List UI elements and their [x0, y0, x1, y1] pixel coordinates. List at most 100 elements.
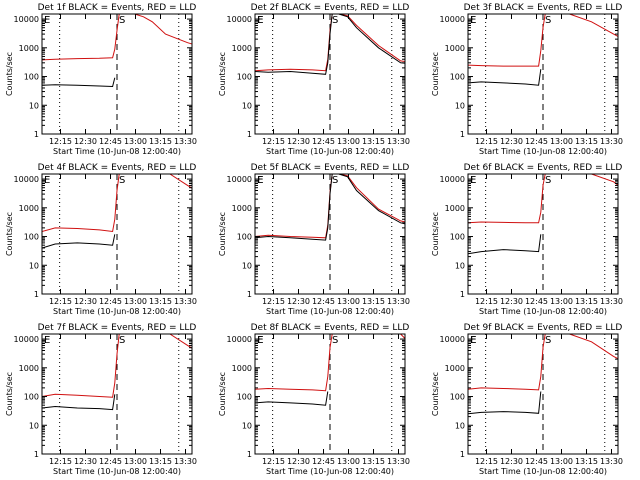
- marker-start: E: [470, 15, 476, 26]
- panel-6: Det 6f BLACK = Events, RED = LLDESE11010…: [431, 163, 623, 316]
- x-tick-label: 13:00: [124, 297, 147, 306]
- x-tick-label: 13:00: [550, 457, 573, 466]
- y-tick-label: 1: [34, 130, 39, 139]
- y-tick-label: 1000: [19, 364, 39, 373]
- y-tick-label: 1000: [19, 44, 39, 53]
- marker-middle: S: [119, 335, 125, 346]
- x-tick-label: 12:15: [49, 297, 72, 306]
- y-tick-label: 1: [34, 450, 39, 459]
- plot-frame: [254, 13, 406, 135]
- events-series-line: [468, 391, 542, 415]
- lld-series-line: [42, 334, 192, 398]
- y-tick-label: 10: [242, 421, 252, 430]
- y-axis-label: Counts/sec: [431, 212, 440, 256]
- x-axis-label: Start Time (10-Jun-08 12:00:40): [479, 467, 607, 476]
- x-tick-label: 13:15: [575, 137, 598, 146]
- panel-2: Det 2f BLACK = Events, RED = LLD E S L 1 10 10…: [218, 3, 476, 156]
- panel-title: Det 9f BLACK = Events, RED = LLD: [464, 323, 623, 333]
- y-axis-label: Counts/sec: [218, 212, 227, 256]
- lld-series-line: [468, 174, 618, 224]
- lld-series-line: [42, 14, 192, 61]
- events-series-line: [42, 394, 116, 411]
- panel-title: Det 4f BLACK = Events, RED = LLD: [38, 163, 197, 173]
- x-tick-label: 13:30: [600, 457, 623, 466]
- lld-series-line: [42, 174, 192, 233]
- y-tick-label: 10000: [227, 335, 252, 344]
- marker-middle: S: [545, 15, 551, 26]
- events-series-line: [468, 69, 542, 86]
- y-tick-label: 10: [455, 421, 465, 430]
- marker-start: E: [470, 175, 476, 186]
- x-tick-label: 13:00: [337, 297, 360, 306]
- panel-7: Det 7f BLACK = Events, RED = LLD E S E 1 10 10…: [5, 323, 264, 476]
- lld-series-line: [255, 174, 405, 239]
- y-axis-label: Counts/sec: [431, 52, 440, 96]
- marker-end: E: [257, 335, 263, 346]
- y-tick-label: 100: [450, 233, 465, 242]
- y-tick-label: 10000: [440, 175, 465, 184]
- y-tick-label: 100: [24, 393, 39, 402]
- x-tick-label: 13:00: [550, 137, 573, 146]
- y-tick-label: 1000: [232, 44, 252, 53]
- y-tick-label: 10: [455, 101, 465, 110]
- x-axis-label: Start Time (10-Jun-08 12:00:40): [53, 147, 181, 156]
- marker-start: E: [44, 335, 50, 346]
- marker-middle: S: [332, 15, 338, 26]
- x-tick-label: 13:30: [174, 457, 197, 466]
- y-tick-label: 100: [450, 393, 465, 402]
- panel-title: Det 8f BLACK = Events, RED = LLD: [251, 323, 410, 333]
- panel-title: Det 2f BLACK = Events, RED = LLD: [251, 3, 410, 13]
- x-tick-label: 13:15: [575, 457, 598, 466]
- panel-4: Det 4f BLACK = Events, RED = LLD E S E 1 10 10…: [5, 163, 264, 316]
- events-series-line: [255, 14, 405, 75]
- y-tick-label: 1000: [19, 204, 39, 213]
- marker-start: E: [44, 15, 50, 26]
- events-series-line: [468, 234, 542, 255]
- x-tick-label: 12:30: [74, 457, 97, 466]
- y-axis-label: Counts/sec: [5, 372, 14, 416]
- x-axis-label: Start Time (10-Jun-08 12:00:40): [266, 147, 394, 156]
- x-axis-label: Start Time (10-Jun-08 12:00:40): [266, 467, 394, 476]
- lld-series-line: [255, 334, 405, 392]
- x-tick-label: 12:45: [99, 457, 122, 466]
- x-tick-label: 12:15: [49, 457, 72, 466]
- plot-area: [42, 174, 192, 294]
- marker-start: E: [257, 175, 263, 186]
- y-axis-label: Counts/sec: [218, 52, 227, 96]
- y-tick-label: 10000: [14, 335, 39, 344]
- x-axis-label: Start Time (10-Jun-08 12:00:40): [53, 307, 181, 316]
- x-tick-label: 13:15: [149, 297, 172, 306]
- y-tick-label: 10: [29, 261, 39, 270]
- y-tick-label: 10: [242, 101, 252, 110]
- lld-series-line: [255, 14, 405, 72]
- y-tick-label: 1: [460, 130, 465, 139]
- x-tick-label: 12:45: [525, 137, 548, 146]
- plot-frame: [41, 173, 193, 295]
- x-axis-label: Start Time (10-Jun-08 12:00:40): [53, 467, 181, 476]
- x-tick-label: 13:15: [362, 137, 385, 146]
- y-tick-label: 1000: [445, 364, 465, 373]
- marker-end: L: [470, 15, 476, 26]
- y-tick-label: 10: [455, 261, 465, 270]
- y-tick-label: 1: [247, 290, 252, 299]
- plot-frame: [41, 333, 193, 455]
- x-tick-label: 13:30: [600, 137, 623, 146]
- x-axis-label: Start Time (10-Jun-08 12:00:40): [266, 307, 394, 316]
- plot-area: [255, 334, 405, 454]
- y-tick-label: 100: [237, 233, 252, 242]
- x-tick-label: 12:15: [262, 137, 285, 146]
- y-tick-label: 1: [460, 450, 465, 459]
- x-tick-label: 13:00: [124, 457, 147, 466]
- x-tick-label: 12:30: [287, 297, 310, 306]
- x-tick-label: 12:45: [312, 297, 335, 306]
- plot-area: [42, 334, 192, 454]
- marker-middle: S: [119, 175, 125, 186]
- x-tick-label: 12:30: [74, 297, 97, 306]
- x-tick-label: 13:30: [387, 137, 410, 146]
- marker-end: L: [470, 175, 476, 186]
- marker-middle: S: [332, 175, 338, 186]
- plot-area: [468, 14, 618, 134]
- x-tick-label: 13:15: [149, 457, 172, 466]
- plot-area: [255, 14, 405, 134]
- x-tick-label: 13:30: [174, 137, 197, 146]
